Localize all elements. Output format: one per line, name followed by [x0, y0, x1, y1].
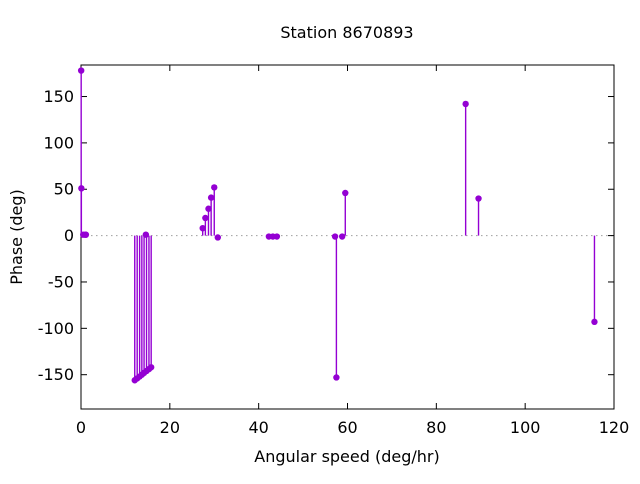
x-tick-label: 100 — [510, 418, 541, 437]
data-point — [207, 194, 215, 201]
data-point — [591, 318, 598, 326]
x-tick-label: 120 — [599, 418, 630, 437]
y-tick-label: 50 — [54, 180, 74, 199]
y-tick-label: 100 — [43, 133, 74, 152]
x-axis-label: Angular speed (deg/hr) — [254, 447, 439, 466]
data-point — [331, 233, 339, 240]
data-point-layer — [77, 67, 598, 384]
impulse-stem-layer — [80, 70, 596, 381]
x-tick-label: 60 — [337, 418, 357, 437]
y-tick-label: 150 — [43, 87, 74, 106]
data-point — [342, 189, 349, 197]
data-point — [199, 224, 206, 232]
data-point — [78, 185, 85, 192]
y-tick-label: -150 — [38, 365, 74, 384]
y-axis-label: Phase (deg) — [7, 189, 26, 285]
x-tick-label: 20 — [160, 418, 180, 437]
y-tick-label: -50 — [48, 272, 74, 291]
x-tick-label: 80 — [426, 418, 446, 437]
x-tick-label: 40 — [248, 418, 268, 437]
data-point — [462, 100, 469, 108]
data-point — [202, 214, 209, 222]
data-point — [475, 195, 482, 202]
data-point — [82, 231, 90, 238]
chart-title: Station 8670893 — [280, 23, 413, 42]
data-point — [214, 234, 222, 241]
data-point — [333, 374, 340, 381]
data-point — [211, 184, 218, 191]
data-point — [273, 233, 281, 240]
data-point — [205, 205, 212, 212]
tick-label-layer: 0 20 40 60 80 100 120 -150 -100 -50 0 50 100 150 — [38, 87, 630, 437]
y-tick-label: 0 — [64, 226, 74, 245]
data-point — [338, 233, 346, 240]
x-tick-label: 0 — [76, 418, 86, 437]
y-tick-label: -100 — [38, 319, 74, 338]
data-point — [147, 364, 155, 371]
plot-frame — [80, 64, 615, 410]
data-point — [142, 231, 150, 238]
data-point — [77, 67, 85, 74]
axis-frame-layer — [80, 64, 615, 410]
